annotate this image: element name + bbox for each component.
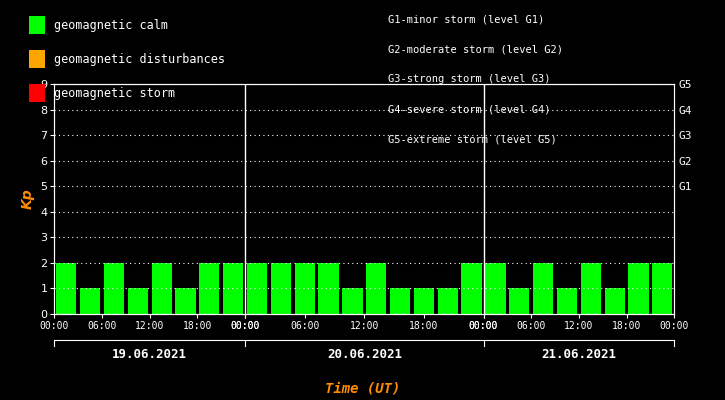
Bar bbox=[390, 288, 410, 314]
Y-axis label: Kp: Kp bbox=[21, 189, 35, 209]
Bar bbox=[270, 263, 291, 314]
Bar bbox=[104, 263, 124, 314]
Bar bbox=[533, 263, 553, 314]
Bar bbox=[128, 288, 148, 314]
Text: 19.06.2021: 19.06.2021 bbox=[112, 348, 187, 361]
Text: geomagnetic calm: geomagnetic calm bbox=[54, 18, 167, 32]
Text: G5-extreme storm (level G5): G5-extreme storm (level G5) bbox=[388, 134, 557, 144]
Bar bbox=[438, 288, 458, 314]
Text: G2-moderate storm (level G2): G2-moderate storm (level G2) bbox=[388, 44, 563, 54]
Text: 21.06.2021: 21.06.2021 bbox=[542, 348, 616, 361]
Text: 20.06.2021: 20.06.2021 bbox=[327, 348, 402, 361]
Bar bbox=[557, 288, 577, 314]
Text: Time (UT): Time (UT) bbox=[325, 382, 400, 396]
Bar bbox=[605, 288, 625, 314]
Bar bbox=[294, 263, 315, 314]
Text: geomagnetic storm: geomagnetic storm bbox=[54, 86, 175, 100]
Bar bbox=[80, 288, 100, 314]
Bar bbox=[581, 263, 601, 314]
Bar bbox=[56, 263, 76, 314]
Bar bbox=[509, 288, 529, 314]
Bar bbox=[414, 288, 434, 314]
Bar bbox=[318, 263, 339, 314]
Bar bbox=[629, 263, 649, 314]
Text: G1-minor storm (level G1): G1-minor storm (level G1) bbox=[388, 14, 544, 24]
Bar bbox=[342, 288, 362, 314]
Bar bbox=[152, 263, 172, 314]
Bar bbox=[199, 263, 220, 314]
Bar bbox=[247, 263, 267, 314]
Bar bbox=[652, 263, 673, 314]
Bar bbox=[462, 263, 481, 314]
Bar bbox=[175, 288, 196, 314]
Bar bbox=[366, 263, 386, 314]
Bar bbox=[485, 263, 505, 314]
Bar bbox=[223, 263, 244, 314]
Text: G3-strong storm (level G3): G3-strong storm (level G3) bbox=[388, 74, 550, 84]
Text: geomagnetic disturbances: geomagnetic disturbances bbox=[54, 52, 225, 66]
Text: G4-severe storm (level G4): G4-severe storm (level G4) bbox=[388, 104, 550, 114]
